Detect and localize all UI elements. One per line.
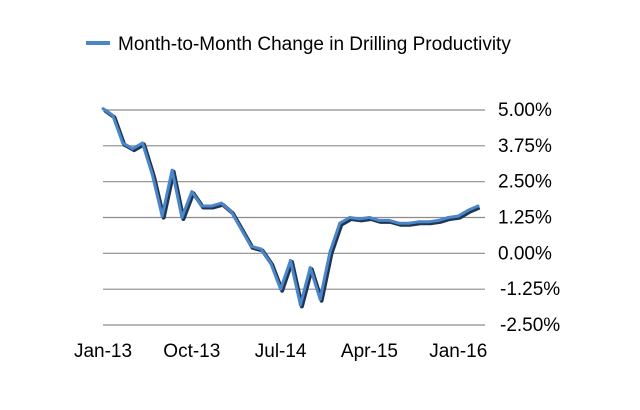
y-tick-label: 0.00% bbox=[498, 243, 552, 264]
data-point bbox=[101, 107, 105, 111]
data-point bbox=[259, 247, 263, 251]
data-point bbox=[239, 227, 243, 231]
x-axis-tick-labels: Jan-13 Oct-13 Jul-14 Apr-15 Jan-16 bbox=[74, 341, 487, 362]
series-layer bbox=[101, 107, 481, 309]
x-tick-label: Jul-14 bbox=[255, 341, 307, 362]
data-point bbox=[446, 216, 450, 219]
data-point bbox=[387, 218, 391, 222]
legend-label: Month-to-Month Change in Drilling Produc… bbox=[118, 34, 511, 55]
y-axis-tick-labels: 5.00% 3.75% 2.50% 1.25% 0.00% -1.25% -2.50% bbox=[498, 100, 560, 336]
data-point bbox=[338, 221, 342, 225]
data-point bbox=[210, 204, 214, 208]
data-point bbox=[377, 218, 381, 222]
data-point bbox=[170, 168, 174, 172]
data-point bbox=[160, 214, 164, 218]
data-point bbox=[279, 287, 283, 291]
y-tick-label: -2.50% bbox=[500, 315, 560, 336]
grid-lines bbox=[103, 109, 485, 326]
data-point bbox=[437, 218, 441, 222]
data-point bbox=[397, 221, 401, 225]
x-tick-label: Jan-16 bbox=[429, 341, 487, 362]
data-point bbox=[121, 141, 125, 145]
x-tick-label: Jan-13 bbox=[74, 341, 132, 362]
data-point bbox=[111, 114, 115, 118]
data-point bbox=[427, 220, 431, 224]
data-point bbox=[190, 190, 194, 194]
series-line bbox=[102, 107, 479, 307]
data-point bbox=[131, 147, 135, 151]
data-point bbox=[249, 244, 253, 248]
y-tick-label: 3.75% bbox=[498, 136, 552, 157]
y-tick-label: 5.00% bbox=[498, 100, 552, 121]
y-tick-label: 1.25% bbox=[498, 208, 552, 229]
data-point bbox=[348, 216, 352, 219]
x-tick-label: Oct-13 bbox=[163, 341, 220, 362]
data-point bbox=[466, 208, 470, 212]
data-point bbox=[417, 220, 421, 224]
data-point bbox=[219, 201, 223, 205]
data-point bbox=[308, 266, 312, 270]
data-point bbox=[456, 214, 460, 218]
chart-legend: Month-to-Month Change in Drilling Produc… bbox=[86, 34, 511, 55]
data-point bbox=[229, 210, 233, 214]
y-tick-label: 2.50% bbox=[498, 172, 552, 193]
data-point bbox=[367, 216, 371, 219]
data-point bbox=[476, 204, 480, 208]
data-point bbox=[328, 250, 332, 254]
data-point bbox=[318, 297, 322, 301]
data-point bbox=[358, 217, 362, 221]
data-point bbox=[289, 259, 292, 262]
data-point bbox=[298, 303, 302, 307]
data-point bbox=[140, 141, 144, 145]
data-point bbox=[407, 221, 411, 225]
x-tick-label: Apr-15 bbox=[341, 341, 398, 362]
y-tick-label: -1.25% bbox=[500, 279, 560, 300]
data-point bbox=[180, 216, 184, 219]
data-point bbox=[150, 173, 154, 176]
data-point bbox=[269, 261, 273, 265]
data-point bbox=[200, 204, 204, 208]
